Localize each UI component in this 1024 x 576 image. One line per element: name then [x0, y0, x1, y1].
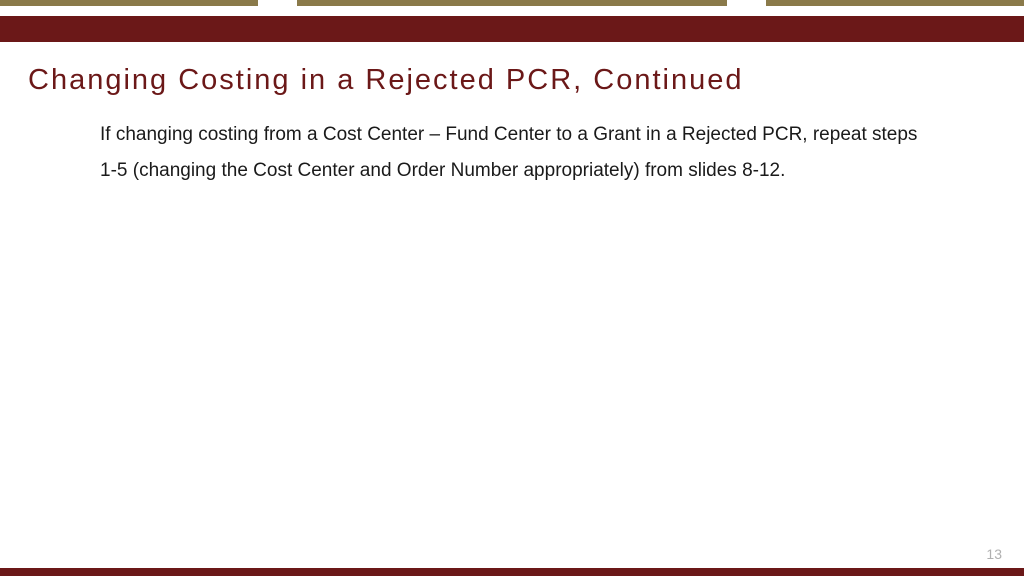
footer-band	[0, 568, 1024, 576]
top-accent-bars	[0, 0, 1024, 6]
top-bar-left	[0, 0, 258, 6]
top-bar-right	[766, 0, 1024, 6]
top-bar-middle	[297, 0, 727, 6]
page-number: 13	[986, 546, 1002, 562]
slide-title: Changing Costing in a Rejected PCR, Cont…	[28, 64, 996, 97]
header-band	[0, 16, 1024, 42]
body-text: If changing costing from a Cost Center –…	[100, 117, 924, 189]
